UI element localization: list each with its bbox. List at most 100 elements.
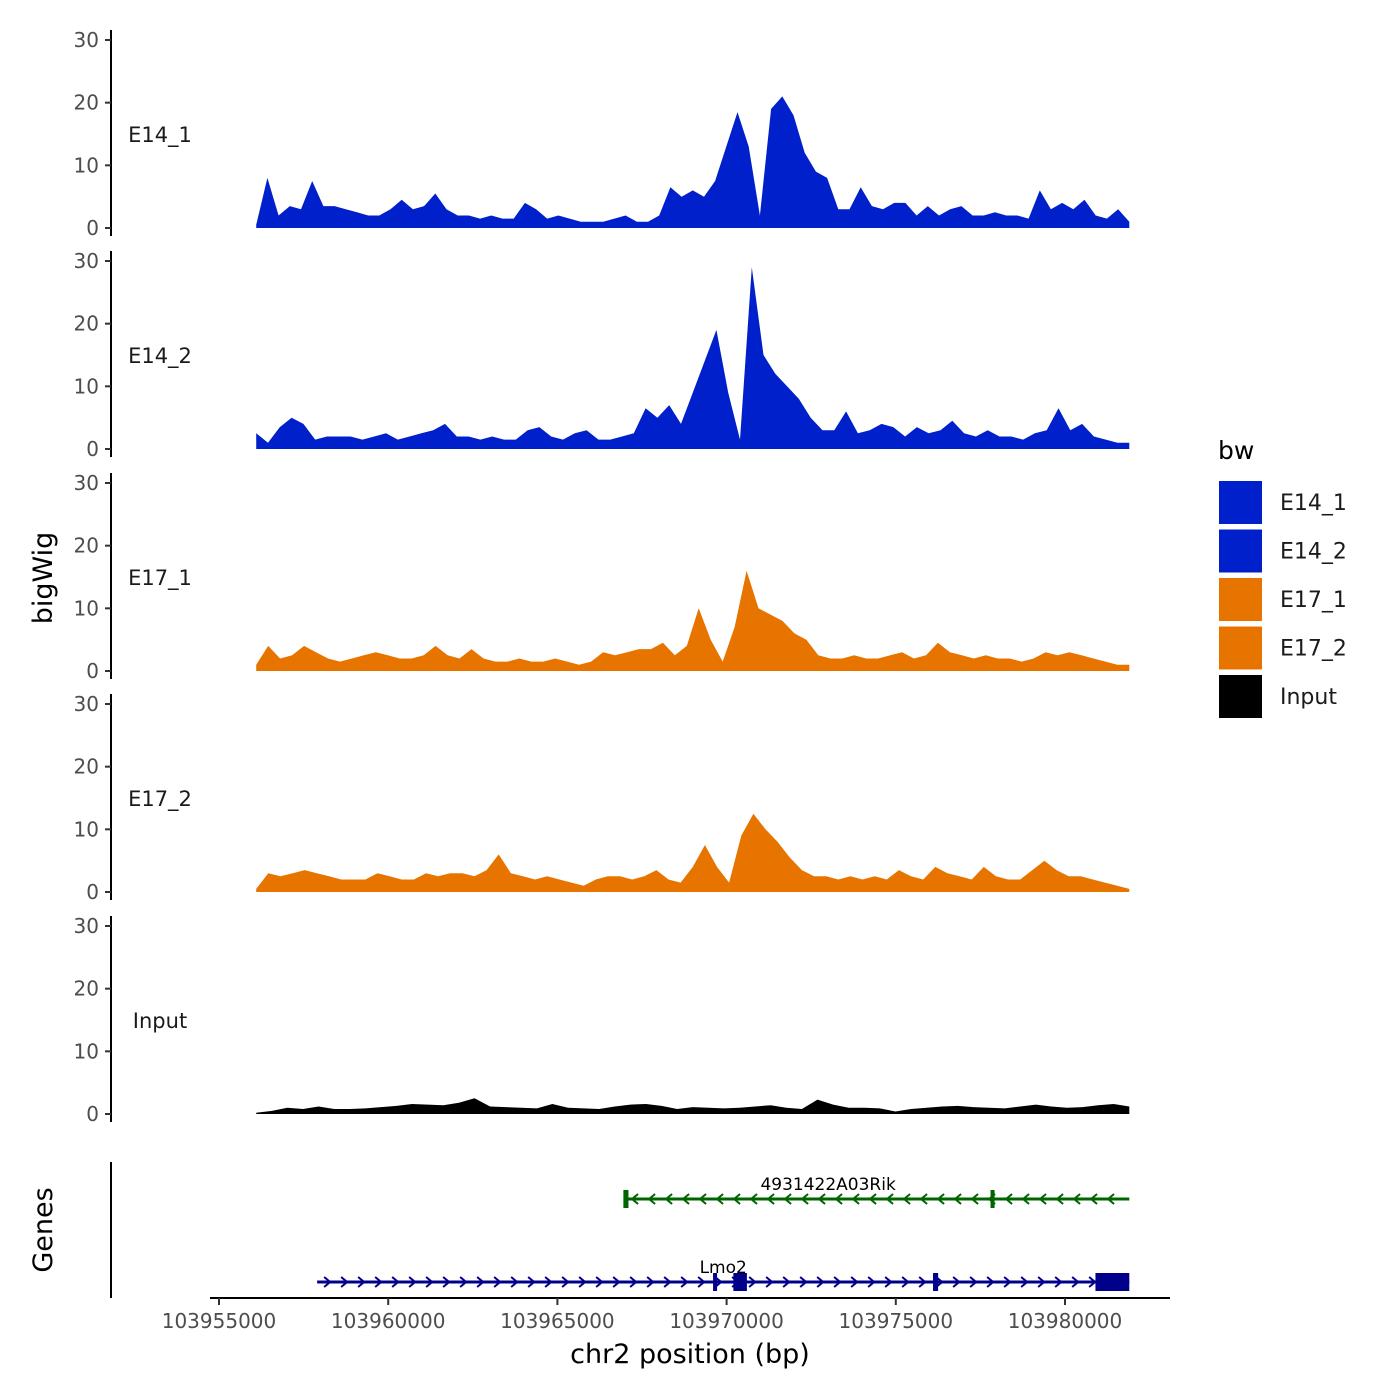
y-tick-label-Input-10: 10 [74,1039,99,1063]
track-label-E17_1: E17_1 [128,566,192,591]
legend-title: bw [1218,436,1254,465]
strand-chevron-Lmo2 [391,1276,400,1288]
strand-chevron-Lmo2 [986,1276,995,1288]
y-tick-label-E14_2-30: 30 [74,249,99,273]
legend-label-Input: Input [1280,685,1337,710]
track-Input: 0 10 20 30 Input [74,914,1130,1126]
legend-swatch-E17_1 [1217,576,1264,623]
strand-chevron-Lmo2 [765,1276,774,1288]
strand-chevron-4931422A03Rik [681,1193,690,1205]
strand-chevron-4931422A03Rik [1021,1193,1030,1205]
exon-Lmo2-3 [1095,1273,1130,1291]
strand-chevron-Lmo2 [1088,1276,1097,1288]
y-tick-label-E14_2-10: 10 [74,374,99,398]
legend-swatch-Input [1217,673,1264,720]
strand-chevron-4931422A03Rik [834,1193,843,1205]
strand-chevron-4931422A03Rik [664,1193,673,1205]
strand-chevron-Lmo2 [374,1276,383,1288]
coverage-area-E17_1 [256,570,1130,671]
strand-chevron-4931422A03Rik [885,1193,894,1205]
strand-chevron-4931422A03Rik [1106,1193,1115,1205]
x-axis: 103955000 103960000 103965000 103970000 1039… [162,1297,1170,1370]
track-label-E14_2: E14_2 [128,344,192,369]
strand-chevron-Lmo2 [850,1276,859,1288]
y-tick-label-Input-0: 0 [86,1102,99,1126]
track-E14_1: 0 10 20 30 E14_1 [74,28,1130,240]
genes-axis-title: Genes [28,1187,59,1272]
coverage-area-E14_2 [256,267,1130,449]
strand-chevron-4931422A03Rik [936,1193,945,1205]
strand-chevron-Lmo2 [901,1276,910,1288]
genes-panel: Genes 4931422A03Rik Lmo2 [28,1162,1130,1298]
strand-chevron-4931422A03Rik [919,1193,928,1205]
y-tick-label-E17_1-20: 20 [74,534,99,558]
x-axis-ticks: 103955000 103960000 103965000 103970000 1039… [162,1298,1122,1333]
track-label-E14_1: E14_1 [128,123,192,148]
exon-Lmo2-2 [933,1273,939,1291]
strand-chevron-Lmo2 [527,1276,536,1288]
strand-chevron-Lmo2 [544,1276,553,1288]
x-tick-label-103955000: 103955000 [162,1309,277,1333]
exon-Lmo2-1 [733,1273,747,1291]
legend-swatch-E14_2 [1217,527,1264,575]
strand-chevron-Lmo2 [918,1276,927,1288]
y-tick-label-E17_2-0: 0 [86,880,99,904]
y-tick-label-Input-20: 20 [74,977,99,1001]
y-tick-label-E14_1-20: 20 [74,91,99,115]
strand-chevron-Lmo2 [833,1276,842,1288]
strand-chevron-Lmo2 [408,1276,417,1288]
track-label-E17_2: E17_2 [128,787,192,812]
strand-chevron-4931422A03Rik [800,1193,809,1205]
y-tick-label-E14_1-0: 0 [86,216,99,240]
legend-label-E17_1: E17_1 [1280,588,1347,613]
strand-chevron-4931422A03Rik [783,1193,792,1205]
gene-4931422A03Rik: 4931422A03Rik [623,1175,1130,1208]
gene-models: 4931422A03Rik Lmo2 [317,1175,1130,1291]
strand-chevron-Lmo2 [816,1276,825,1288]
y-tick-label-E17_2-20: 20 [74,755,99,779]
strand-chevron-Lmo2 [476,1276,485,1288]
strand-chevron-4931422A03Rik [698,1193,707,1205]
strand-chevron-4931422A03Rik [1055,1193,1064,1205]
strand-chevron-Lmo2 [1054,1276,1063,1288]
x-tick-label-103965000: 103965000 [500,1309,615,1333]
legend-swatch-E17_2 [1217,624,1264,672]
y-tick-label-E17_2-10: 10 [74,817,99,841]
strand-chevron-Lmo2 [357,1276,366,1288]
y-tick-label-E14_2-0: 0 [86,437,99,461]
strand-chevron-Lmo2 [510,1276,519,1288]
strand-chevron-Lmo2 [340,1276,349,1288]
strand-chevron-Lmo2 [867,1276,876,1288]
legend-label-E14_2: E14_2 [1280,540,1347,565]
strand-chevron-Lmo2 [1071,1276,1080,1288]
y-tick-label-E17_2-30: 30 [74,692,99,716]
strand-chevron-Lmo2 [629,1276,638,1288]
strand-chevron-4931422A03Rik [970,1193,979,1205]
strand-chevron-4931422A03Rik [1004,1193,1013,1205]
strand-chevron-Lmo2 [1003,1276,1012,1288]
strand-chevron-4931422A03Rik [630,1193,639,1205]
strand-chevron-Lmo2 [697,1276,706,1288]
strand-chevron-Lmo2 [663,1276,672,1288]
y-tick-label-E17_1-30: 30 [74,471,99,495]
x-axis-title: chr2 position (bp) [570,1339,810,1370]
gene-label-Lmo2: Lmo2 [700,1258,747,1278]
strand-chevron-Lmo2 [578,1276,587,1288]
strand-chevron-Lmo2 [459,1276,468,1288]
x-tick-label-103960000: 103960000 [331,1309,446,1333]
coverage-area-E17_2 [256,813,1130,892]
strand-chevron-Lmo2 [680,1276,689,1288]
strand-chevron-Lmo2 [595,1276,604,1288]
strand-chevron-Lmo2 [884,1276,893,1288]
strand-chevron-Lmo2 [323,1276,332,1288]
y-tick-label-E14_1-30: 30 [74,28,99,52]
coverage-tracks: 0 10 20 30 E14_1 0 10 20 30 E14_2 0 10 20 30 E17_1 0 10 2… [74,28,1130,1126]
strand-chevron-4931422A03Rik [647,1193,656,1205]
strand-chevron-Lmo2 [935,1276,944,1288]
y-axis-title: bigWig [28,532,59,625]
x-tick-label-103975000: 103975000 [839,1309,954,1333]
y-tick-label-E17_1-10: 10 [74,596,99,620]
strand-chevron-4931422A03Rik [715,1193,724,1205]
strand-chevron-4931422A03Rik [868,1193,877,1205]
legend-swatch-E14_1 [1217,479,1264,526]
